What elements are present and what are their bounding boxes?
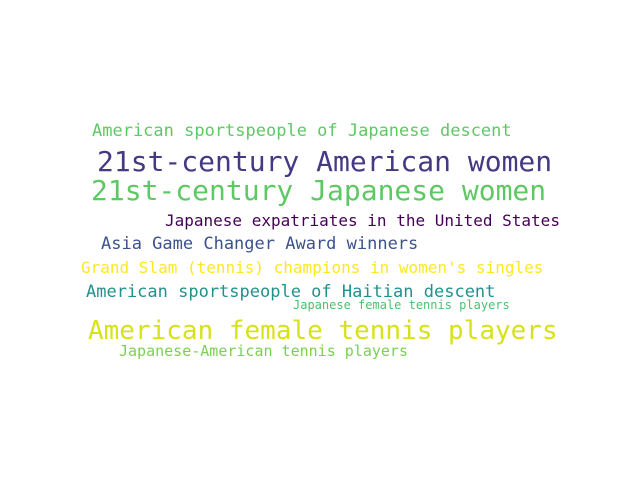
word-american-sportspeople-japanese-descent: American sportspeople of Japanese descen… xyxy=(92,121,512,141)
word-american-female-tennis-players: American female tennis players xyxy=(88,316,558,346)
word-grand-slam-champions: Grand Slam (tennis) champions in women's… xyxy=(81,258,544,277)
word-asia-game-changer-award: Asia Game Changer Award winners xyxy=(101,234,419,254)
word-japanese-expatriates-us: Japanese expatriates in the United State… xyxy=(165,211,560,230)
word-21st-century-american-women: 21st-century American women xyxy=(97,145,553,178)
word-japanese-female-tennis-players: Japanese female tennis players xyxy=(293,298,510,312)
word-american-sportspeople-haitian-descent: American sportspeople of Haitian descent xyxy=(86,282,496,302)
word-japanese-american-tennis-players: Japanese-American tennis players xyxy=(119,342,408,360)
word-21st-century-japanese-women: 21st-century Japanese women xyxy=(91,174,547,207)
